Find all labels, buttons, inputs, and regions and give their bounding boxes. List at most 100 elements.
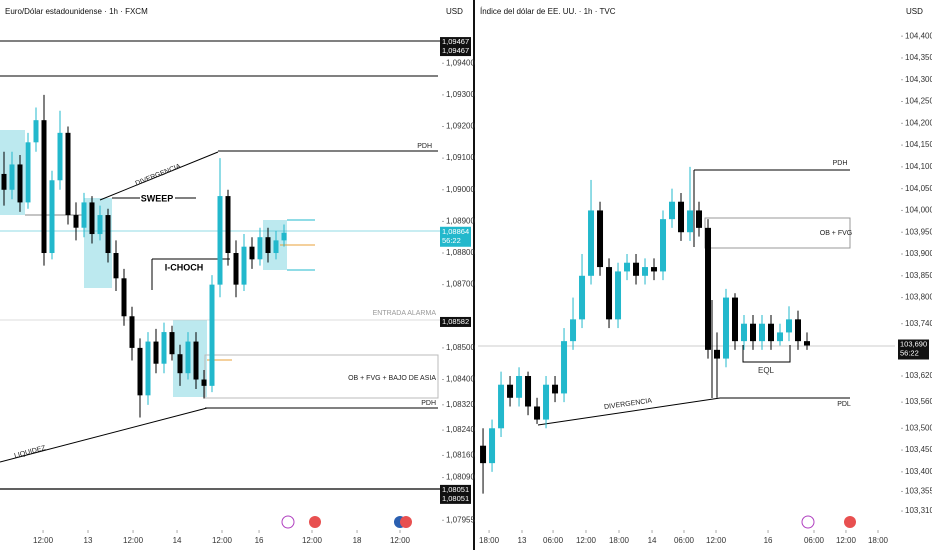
- candle-body: [169, 332, 175, 355]
- candle-body: [265, 237, 271, 254]
- candle-body: [758, 323, 765, 342]
- price-label: 1,09467: [442, 37, 469, 46]
- y-tick-label: 103,620: [905, 371, 932, 380]
- y-tick-label: 103,560: [905, 397, 932, 406]
- price-label-box: [440, 316, 471, 327]
- last-price-label: 1,08864: [442, 227, 469, 236]
- candle-body: [249, 246, 255, 260]
- price-label-box: [440, 484, 471, 495]
- candle-body: [597, 210, 604, 268]
- candle-body: [137, 347, 143, 396]
- annotation: PDH: [421, 400, 436, 407]
- candle-body: [161, 332, 167, 364]
- candle-body: [209, 284, 215, 386]
- event-icon[interactable]: [309, 516, 321, 528]
- candle-body: [9, 164, 15, 190]
- candle-body: [660, 219, 667, 272]
- candle-body: [129, 316, 135, 348]
- x-tick-label: 18:00: [609, 536, 630, 545]
- candle-body: [177, 354, 183, 374]
- y-tick-label: 103,850: [905, 271, 932, 280]
- event-icon[interactable]: [281, 515, 295, 529]
- candle-body: [257, 237, 263, 260]
- candle-body: [678, 201, 685, 233]
- annotation: ENTRADA ALARMA: [373, 310, 437, 317]
- x-tick-label: 14: [173, 536, 182, 545]
- candle-body: [687, 210, 694, 233]
- candle-body: [561, 341, 568, 394]
- y-tick-label: 1,09200: [446, 122, 475, 131]
- candle-body: [65, 132, 71, 216]
- candle-body: [651, 267, 658, 272]
- currency: USD: [446, 7, 463, 16]
- candle-body: [633, 262, 640, 276]
- candle-body: [767, 323, 774, 342]
- candle-body: [25, 142, 31, 203]
- candle-body: [489, 428, 496, 464]
- x-tick-label: 18:00: [868, 536, 889, 545]
- candle-body: [543, 384, 550, 420]
- candle-body: [185, 341, 191, 374]
- x-tick-label: 12:00: [836, 536, 857, 545]
- y-tick-label: 103,500: [905, 423, 932, 432]
- annotation: OB + FVG: [820, 230, 852, 237]
- candle-body: [669, 201, 676, 220]
- candle-body: [49, 180, 55, 254]
- last-price-label: 103,690: [900, 339, 927, 348]
- y-tick-label: 104,150: [905, 140, 932, 149]
- candle-body: [480, 445, 487, 464]
- x-tick-label: 18:00: [479, 536, 500, 545]
- trend-line: [99, 151, 219, 201]
- right-annotations: [478, 169, 895, 426]
- candle-body: [57, 132, 63, 181]
- y-tick-label: 1,08090: [446, 473, 475, 482]
- y-tick-label: 1,08900: [446, 216, 475, 225]
- y-tick-label: 103,355: [905, 487, 932, 496]
- candle-body: [516, 375, 523, 398]
- price-label-box: [440, 46, 471, 57]
- y-tick-label: 1,08160: [446, 451, 475, 460]
- candle-body: [705, 227, 712, 350]
- y-tick-label: 104,300: [905, 75, 932, 84]
- y-tick-label: 103,800: [905, 293, 932, 302]
- candle-body: [732, 297, 739, 342]
- x-tick-label: 12:00: [123, 536, 144, 545]
- event-icon[interactable]: [400, 516, 412, 528]
- event-icon[interactable]: [801, 515, 815, 529]
- y-tick-label: 1,08700: [446, 280, 475, 289]
- x-tick-label: 12:00: [706, 536, 727, 545]
- x-tick-label: 12:00: [33, 536, 54, 545]
- y-tick-label: 1,08320: [446, 400, 475, 409]
- candle-body: [97, 215, 103, 235]
- y-tick-label: 103,950: [905, 227, 932, 236]
- candle-body: [17, 164, 23, 203]
- candle-body: [41, 120, 47, 254]
- x-tick-label: 12:00: [390, 536, 411, 545]
- candle-body: [741, 323, 748, 342]
- price-label: 1,08582: [442, 317, 469, 326]
- event-icon[interactable]: [844, 516, 856, 528]
- price-label: 1,08051: [442, 494, 469, 503]
- candle-body: [750, 323, 757, 342]
- candle-body: [225, 196, 231, 254]
- annotation: SWEEP: [141, 193, 174, 203]
- trend-line: [0, 407, 208, 463]
- y-tick-label: 1,07955: [446, 515, 475, 524]
- y-tick-label: 103,310: [905, 506, 932, 515]
- y-tick-label: 1,09400: [446, 58, 475, 67]
- y-tick-label: 103,740: [905, 319, 932, 328]
- x-tick-label: 14: [648, 536, 657, 545]
- candle-body: [579, 275, 586, 320]
- y-tick-label: 103,900: [905, 249, 932, 258]
- y-tick-label: 1,09100: [446, 153, 475, 162]
- candle-body: [498, 384, 505, 429]
- price-label: 1,09467: [442, 46, 469, 55]
- x-tick-label: 06:00: [543, 536, 564, 545]
- candle-body: [89, 202, 95, 235]
- x-tick-label: 13: [84, 536, 93, 545]
- candle-body: [785, 319, 792, 333]
- candle-body: [273, 240, 279, 254]
- candle-body: [193, 341, 199, 380]
- y-tick-label: 1,09300: [446, 90, 475, 99]
